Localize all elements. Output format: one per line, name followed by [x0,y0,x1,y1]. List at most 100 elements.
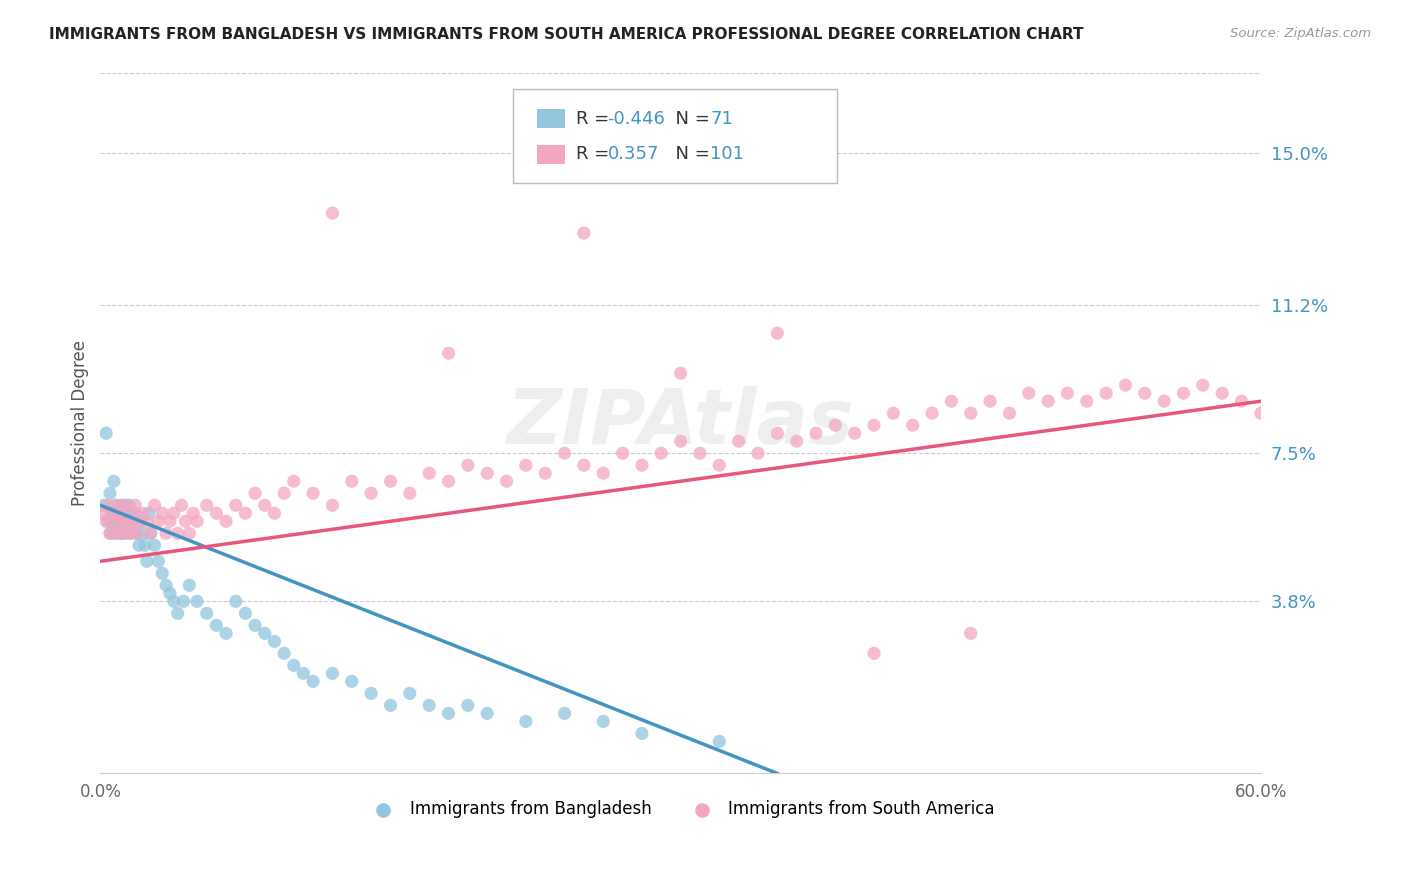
Point [418,698,440,713]
Point [195,607,218,621]
Point [132,506,155,520]
Point [138,506,160,520]
Point [689,446,711,460]
Point [114,498,136,512]
Point [127,526,149,541]
Point [1076,394,1098,409]
Point [515,714,537,729]
Point [437,346,460,360]
Point [1095,386,1118,401]
Point [1018,386,1040,401]
Point [205,618,228,632]
Point [97,498,120,512]
Text: ZIPAtlas: ZIPAtlas [508,386,855,460]
Point [437,706,460,721]
Point [302,486,325,500]
Point [959,406,981,420]
Point [114,526,136,541]
Point [170,498,193,512]
Point [1133,386,1156,401]
Point [844,426,866,441]
Point [398,686,420,700]
Point [457,458,479,473]
Point [612,446,634,460]
Point [107,498,129,512]
Point [941,394,963,409]
Point [135,514,157,528]
Point [122,514,145,528]
Point [186,514,208,528]
Point [959,626,981,640]
Point [139,526,162,541]
Point [143,498,166,512]
Point [1036,394,1059,409]
Text: R =: R = [576,110,616,128]
Point [143,538,166,552]
Point [129,514,152,528]
Point [321,206,343,220]
Point [103,526,125,541]
Text: N =: N = [664,145,716,163]
Point [96,514,118,528]
Point [1056,386,1078,401]
Point [127,526,149,541]
Point [243,618,266,632]
Point [107,514,129,528]
Point [108,526,131,541]
Point [235,506,257,520]
Text: -0.446: -0.446 [607,110,665,128]
Point [321,498,343,512]
Point [148,514,170,528]
Point [163,594,186,608]
Point [709,458,731,473]
Point [111,526,134,541]
Point [225,498,247,512]
Point [1114,378,1136,392]
Point [150,506,173,520]
Point [120,526,142,541]
Point [1173,386,1195,401]
Point [155,578,177,592]
Point [186,594,208,608]
Text: N =: N = [664,110,716,128]
Text: Source: ZipAtlas.com: Source: ZipAtlas.com [1230,27,1371,40]
Point [108,506,131,520]
Point [179,578,201,592]
Point [669,366,692,380]
Point [132,526,155,541]
Point [112,526,135,541]
Point [766,426,789,441]
Point [824,418,846,433]
Point [108,506,131,520]
Point [174,514,197,528]
Point [253,626,276,640]
Point [572,226,595,240]
Text: IMMIGRANTS FROM BANGLADESH VS IMMIGRANTS FROM SOUTH AMERICA PROFESSIONAL DEGREE : IMMIGRANTS FROM BANGLADESH VS IMMIGRANTS… [49,27,1084,42]
Point [139,526,162,541]
Point [181,506,204,520]
Legend: Immigrants from Bangladesh, Immigrants from South America: Immigrants from Bangladesh, Immigrants f… [360,793,1001,824]
Point [104,514,127,528]
Point [120,506,142,520]
Point [631,458,654,473]
Point [921,406,943,420]
Point [669,434,692,449]
Point [128,514,150,528]
Point [477,706,499,721]
Point [631,726,654,740]
Point [118,526,141,541]
Point [101,514,124,528]
Point [786,434,808,449]
Point [150,566,173,581]
Point [592,467,614,481]
Point [979,394,1001,409]
Point [107,506,129,520]
Point [124,498,146,512]
Point [104,498,127,512]
Point [159,514,181,528]
Point [118,506,141,520]
Point [863,418,886,433]
Point [380,475,402,489]
Point [418,467,440,481]
Point [253,498,276,512]
